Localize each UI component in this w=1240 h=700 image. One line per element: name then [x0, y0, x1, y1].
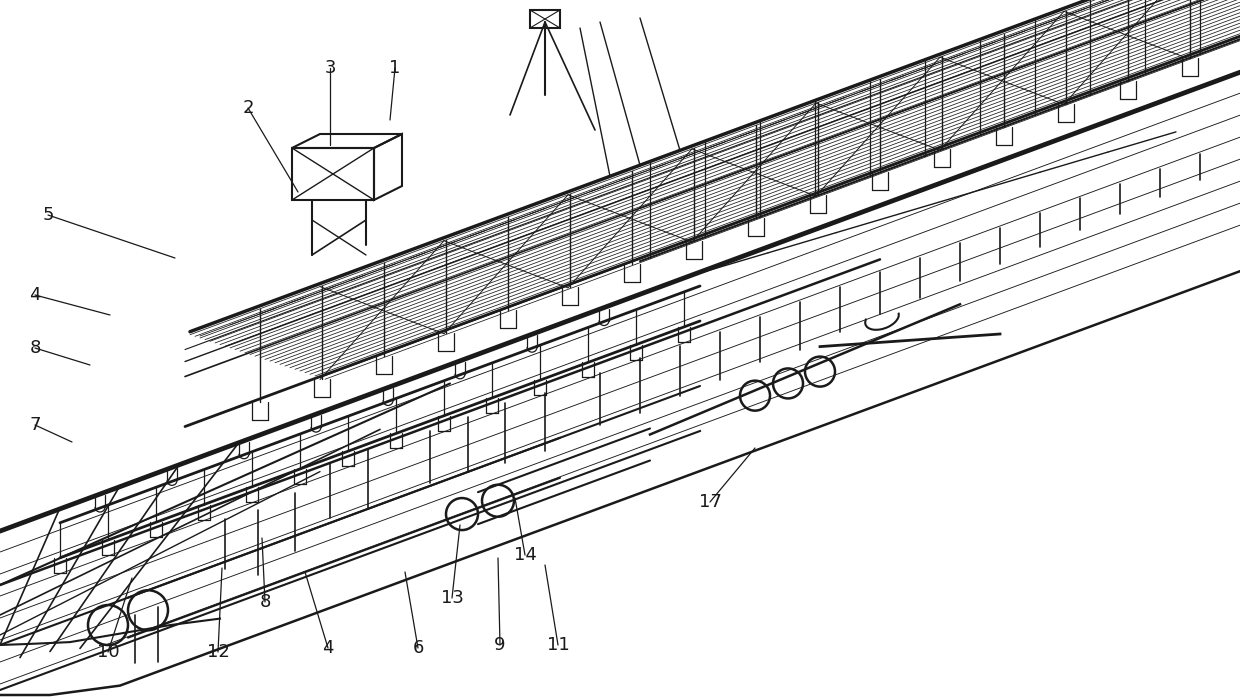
Text: 5: 5: [42, 206, 53, 224]
Text: 12: 12: [207, 643, 229, 661]
Text: 3: 3: [324, 59, 336, 77]
Text: 4: 4: [30, 286, 41, 304]
Text: 9: 9: [495, 636, 506, 654]
Text: 1: 1: [389, 59, 401, 77]
Text: 8: 8: [30, 339, 41, 357]
Text: 6: 6: [413, 639, 424, 657]
Text: 17: 17: [698, 493, 722, 511]
Text: 4: 4: [322, 639, 334, 657]
Text: 7: 7: [30, 416, 41, 434]
Text: 2: 2: [242, 99, 254, 117]
Text: 13: 13: [440, 589, 464, 607]
Text: 14: 14: [513, 546, 537, 564]
Text: 11: 11: [547, 636, 569, 654]
Text: 8: 8: [259, 593, 270, 611]
Text: 10: 10: [97, 643, 119, 661]
